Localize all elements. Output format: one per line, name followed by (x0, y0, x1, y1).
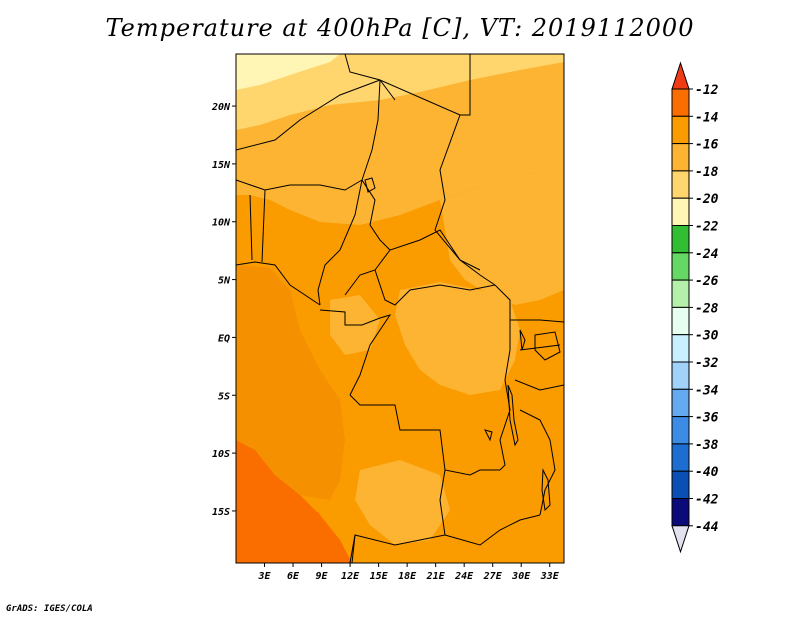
field-band-22-20 (236, 54, 340, 90)
country-borders (236, 54, 564, 563)
lon-tick-label: 9E (316, 571, 329, 582)
lat-tick-label: 5N (218, 276, 231, 287)
lat-tick-label: 20N (211, 102, 231, 113)
colorbar-label: -32 (695, 356, 719, 371)
field-band-18-16-congo (395, 282, 520, 395)
colorbar-label: -44 (695, 520, 719, 535)
colorbar-swatch (671, 306, 690, 336)
temperature-field (236, 54, 564, 563)
lake-malawi (541, 468, 551, 512)
colorbar-swatch (671, 416, 690, 445)
colorbar-swatch (671, 143, 690, 172)
lat-tick-label: 15N (212, 160, 231, 171)
map-frame (235, 53, 565, 564)
colorbar-swatch (671, 197, 690, 226)
field-band-16-14-ocean (236, 265, 345, 500)
colorbar-swatch (671, 498, 690, 527)
colorbar-swatch (671, 361, 690, 390)
lake-albert (519, 329, 526, 351)
lat-tick-label: 5S (218, 391, 230, 402)
colorbar-swatch (671, 470, 690, 500)
colorbar-label: -34 (695, 383, 719, 398)
border-tanzania (519, 409, 556, 516)
colorbar-swatch (671, 225, 690, 254)
colorbar-label: -18 (695, 165, 719, 180)
colorbar-label: -30 (695, 329, 719, 344)
colorbar-swatch (671, 279, 690, 308)
border-zambia-south (444, 514, 541, 546)
border-drc-angola (349, 394, 500, 476)
colorbar-label: -26 (695, 274, 719, 289)
lake-chad (364, 177, 376, 193)
lon-tick-label: 15E (370, 571, 389, 582)
colorbar-label: -14 (695, 110, 719, 125)
colorbar-swatch (671, 334, 690, 363)
lon-tick-label: 30E (511, 571, 531, 582)
colorbar-arrow-top (671, 61, 690, 90)
map-axes: 3E 6E 9E 12E 15E 18E 21E 24E 27E 30E 33E 20N 15N 10N 5… (211, 102, 560, 582)
chart-title: Temperature at 400hPa [C], VT: 201911200… (105, 14, 695, 42)
colorbar-label: -42 (695, 493, 719, 508)
colorbar-label: -28 (695, 301, 719, 316)
lake-tanganyika (507, 384, 519, 447)
lat-tick-label: 10S (212, 449, 230, 460)
border-libya-sudan (379, 54, 471, 116)
lon-tick-label: 21E (426, 571, 446, 582)
colorbar-label: -16 (695, 138, 719, 153)
border-east-africa (510, 319, 564, 391)
border-coast-south (351, 534, 356, 563)
lat-tick-label: 15S (212, 507, 230, 518)
colorbar-swatch (671, 443, 690, 472)
field-band-18-16-east (440, 170, 564, 305)
lon-tick-label: 27E (483, 571, 503, 582)
lon-tick-label: 12E (341, 571, 360, 582)
field-band-20-18 (236, 54, 564, 130)
lon-tick-label: 18E (398, 571, 417, 582)
colorbar-swatch (671, 388, 690, 418)
colorbar-label: -24 (695, 247, 719, 262)
border-car (344, 229, 496, 296)
lon-tick-label: 33E (540, 571, 560, 582)
border-west-coast (236, 261, 321, 306)
lake-mweru (484, 429, 493, 442)
lakes (364, 177, 561, 512)
border-chad-west (361, 79, 391, 251)
colorbar-swatch (671, 115, 690, 145)
colorbar-swatch (671, 88, 690, 117)
colorbar-swatch (671, 170, 690, 199)
border-drc-east (494, 284, 511, 471)
colorbar-label: -36 (695, 411, 719, 426)
lon-tick-label: 3E (257, 571, 271, 582)
border-gabon-congo (319, 309, 392, 396)
colorbar-label: -20 (695, 192, 719, 207)
border-algeria-libya (344, 54, 396, 101)
lon-tick-label: 6E (287, 571, 300, 582)
colorbar-label: -12 (695, 83, 719, 98)
colorbar-label: -22 (695, 220, 719, 235)
colorbar-label: -40 (695, 465, 719, 480)
border-niger-nigeria (236, 179, 363, 191)
colorbar-arrow-bottom (671, 525, 690, 554)
lake-victoria (534, 331, 561, 361)
border-benin-togo (249, 189, 266, 263)
field-band-18-16-south (355, 460, 450, 545)
grads-credit: GrADS: IGES/COLA (6, 604, 93, 614)
field-band-14-12-coast (300, 505, 330, 545)
border-chad-sudan (434, 114, 481, 271)
colorbar: -12 -14 -16 -18 -20 -22 -24 -26 -28 -30 -32 -34 -36 -… (671, 61, 719, 554)
colorbar-label: -38 (695, 438, 719, 453)
lon-tick-label: 24E (454, 571, 474, 582)
border-cameroon-nigeria (317, 179, 363, 306)
border-niger-chad (236, 79, 381, 151)
border-car-drc (374, 269, 496, 306)
lat-tick-label: 10N (212, 218, 231, 229)
colorbar-swatch (671, 252, 690, 281)
lat-tick-label: EQ (218, 333, 230, 344)
